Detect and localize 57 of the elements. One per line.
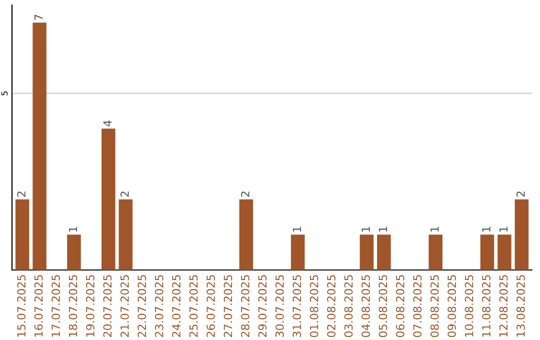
x-tick-label: 21.07.2025 [120,275,129,337]
data-label: 2 [516,192,525,197]
data-label: 1 [292,226,301,232]
x-tick-label: 22.07.2025 [138,275,146,337]
x-tick-label: 11.08.2025 [482,275,490,337]
x-tick-label: 31.07.2025 [292,275,302,337]
x-tick-label: 17.07.2025 [52,275,60,337]
x-tick-label: 06.08.2025 [396,275,404,338]
x-tick-label: 03.08.2025 [344,275,353,338]
x-tick-label: 07.08.2025 [413,275,422,338]
x-tick-label: 30.07.2025 [275,275,284,337]
x-tick-label: 28.07.2025 [240,275,250,337]
x-tick-label: 08.08.2025 [430,275,439,338]
x-tick-label: 04.08.2025 [362,275,370,338]
x-tick-label: 05.08.2025 [378,275,388,338]
data-label: 1 [430,226,439,232]
x-tick-label: 18.07.2025 [68,275,78,337]
data-label: 2 [240,192,250,197]
bar [239,199,254,270]
data-label: 1 [499,226,508,232]
bar [428,234,442,270]
bar [480,234,494,270]
bar [514,199,529,270]
x-tick-label: 25.07.2025 [189,275,198,337]
x-tick-label: 24.07.2025 [172,275,181,337]
data-label: 1 [362,226,370,232]
x-tick-label: 19.07.2025 [86,275,94,337]
x-tick-label: 20.07.2025 [103,275,112,337]
x-tick-label: 01.08.2025 [310,275,318,338]
x-tick-label: 15.07.2025 [17,275,26,337]
data-label: 2 [17,192,26,197]
x-tick-label: 02.08.2025 [327,275,336,338]
x-tick-label: 27.07.2025 [224,275,232,337]
x-tick-label: 09.08.2025 [448,275,456,338]
y-tick-label: 5 [1,91,8,96]
bar [360,234,374,270]
data-label: 7 [34,14,43,20]
bar [102,128,116,270]
bar [15,199,30,270]
bar [118,199,133,270]
x-tick-label: 13.08.2025 [516,275,525,337]
data-label: 1 [378,226,387,232]
x-tick-label: 10.08.2025 [464,275,474,337]
x-tick-label: 29.07.2025 [258,275,267,337]
data-label: 1 [68,226,78,232]
x-tick-label: 16.07.2025 [34,275,43,337]
bar [290,234,305,270]
x-tick-label: 26.07.2025 [206,275,215,337]
bar [32,22,46,270]
bar [67,234,81,270]
x-tick-label: 23.07.2025 [154,275,164,337]
data-label: 1 [482,226,490,232]
data-label: 2 [120,192,129,197]
x-tick-label: 12.08.2025 [499,275,508,337]
bar [377,234,391,270]
bar [498,234,512,270]
data-label: 4 [103,120,112,126]
